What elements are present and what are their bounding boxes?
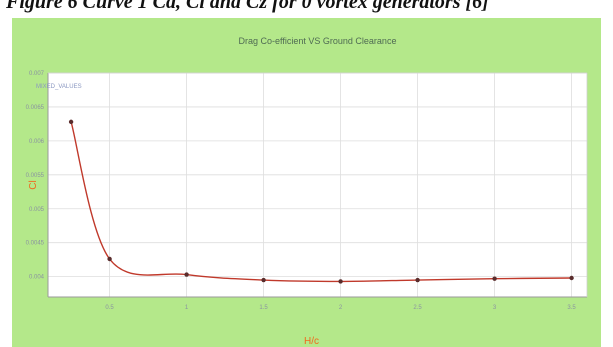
y-axis-label: Cl — [28, 180, 39, 189]
data-point — [184, 272, 189, 277]
x-axis-label: H/c — [304, 336, 319, 347]
x-tick-label: 3.5 — [567, 305, 576, 311]
x-tick-label: 2 — [339, 305, 343, 311]
plot-area — [48, 73, 587, 297]
y-tick-label: 0.0045 — [26, 241, 45, 247]
x-tick-label: 3 — [493, 305, 497, 311]
data-point — [261, 277, 266, 283]
chart: Drag Co-efficient VS Ground Clearance 0.… — [26, 36, 588, 347]
data-point — [338, 279, 343, 284]
x-tick-label: 1 — [185, 305, 189, 311]
y-tick-label: 0.005 — [29, 207, 45, 213]
x-tick-label: 1.5 — [259, 305, 268, 311]
y-tick-label: 0.0065 — [26, 105, 45, 111]
axes — [47, 72, 588, 298]
y-tick-label: 0.004 — [29, 275, 45, 281]
data-point — [68, 119, 74, 125]
series — [68, 119, 574, 284]
data-point — [107, 256, 112, 262]
data-point — [492, 276, 497, 281]
tick-labels: 0.004 0.0045 0.005 0.0055 0.006 0.0065 0.007 0.… — [26, 71, 577, 311]
data-point — [569, 275, 574, 281]
chart-title: Drag Co-efficient VS Ground Clearance — [239, 36, 397, 46]
y-tick-label: 0.0055 — [26, 173, 45, 179]
figure-caption-strip: Figure 6 Curve 1 Cd, Cl and Cz for 0 vor… — [0, 0, 613, 18]
series-line — [70, 121, 572, 283]
x-tick-label: 2.5 — [413, 305, 422, 311]
series-label: MIXED_VALUES — [36, 84, 82, 90]
data-point — [415, 277, 420, 283]
x-tick-label: 0.5 — [105, 305, 114, 311]
y-tick-label: 0.007 — [29, 71, 45, 77]
chart-panel: Drag Co-efficient VS Ground Clearance 0.… — [12, 18, 601, 347]
y-tick-label: 0.006 — [29, 139, 45, 145]
figure-caption: Figure 6 Curve 1 Cd, Cl and Cz for 0 vor… — [6, 0, 489, 13]
